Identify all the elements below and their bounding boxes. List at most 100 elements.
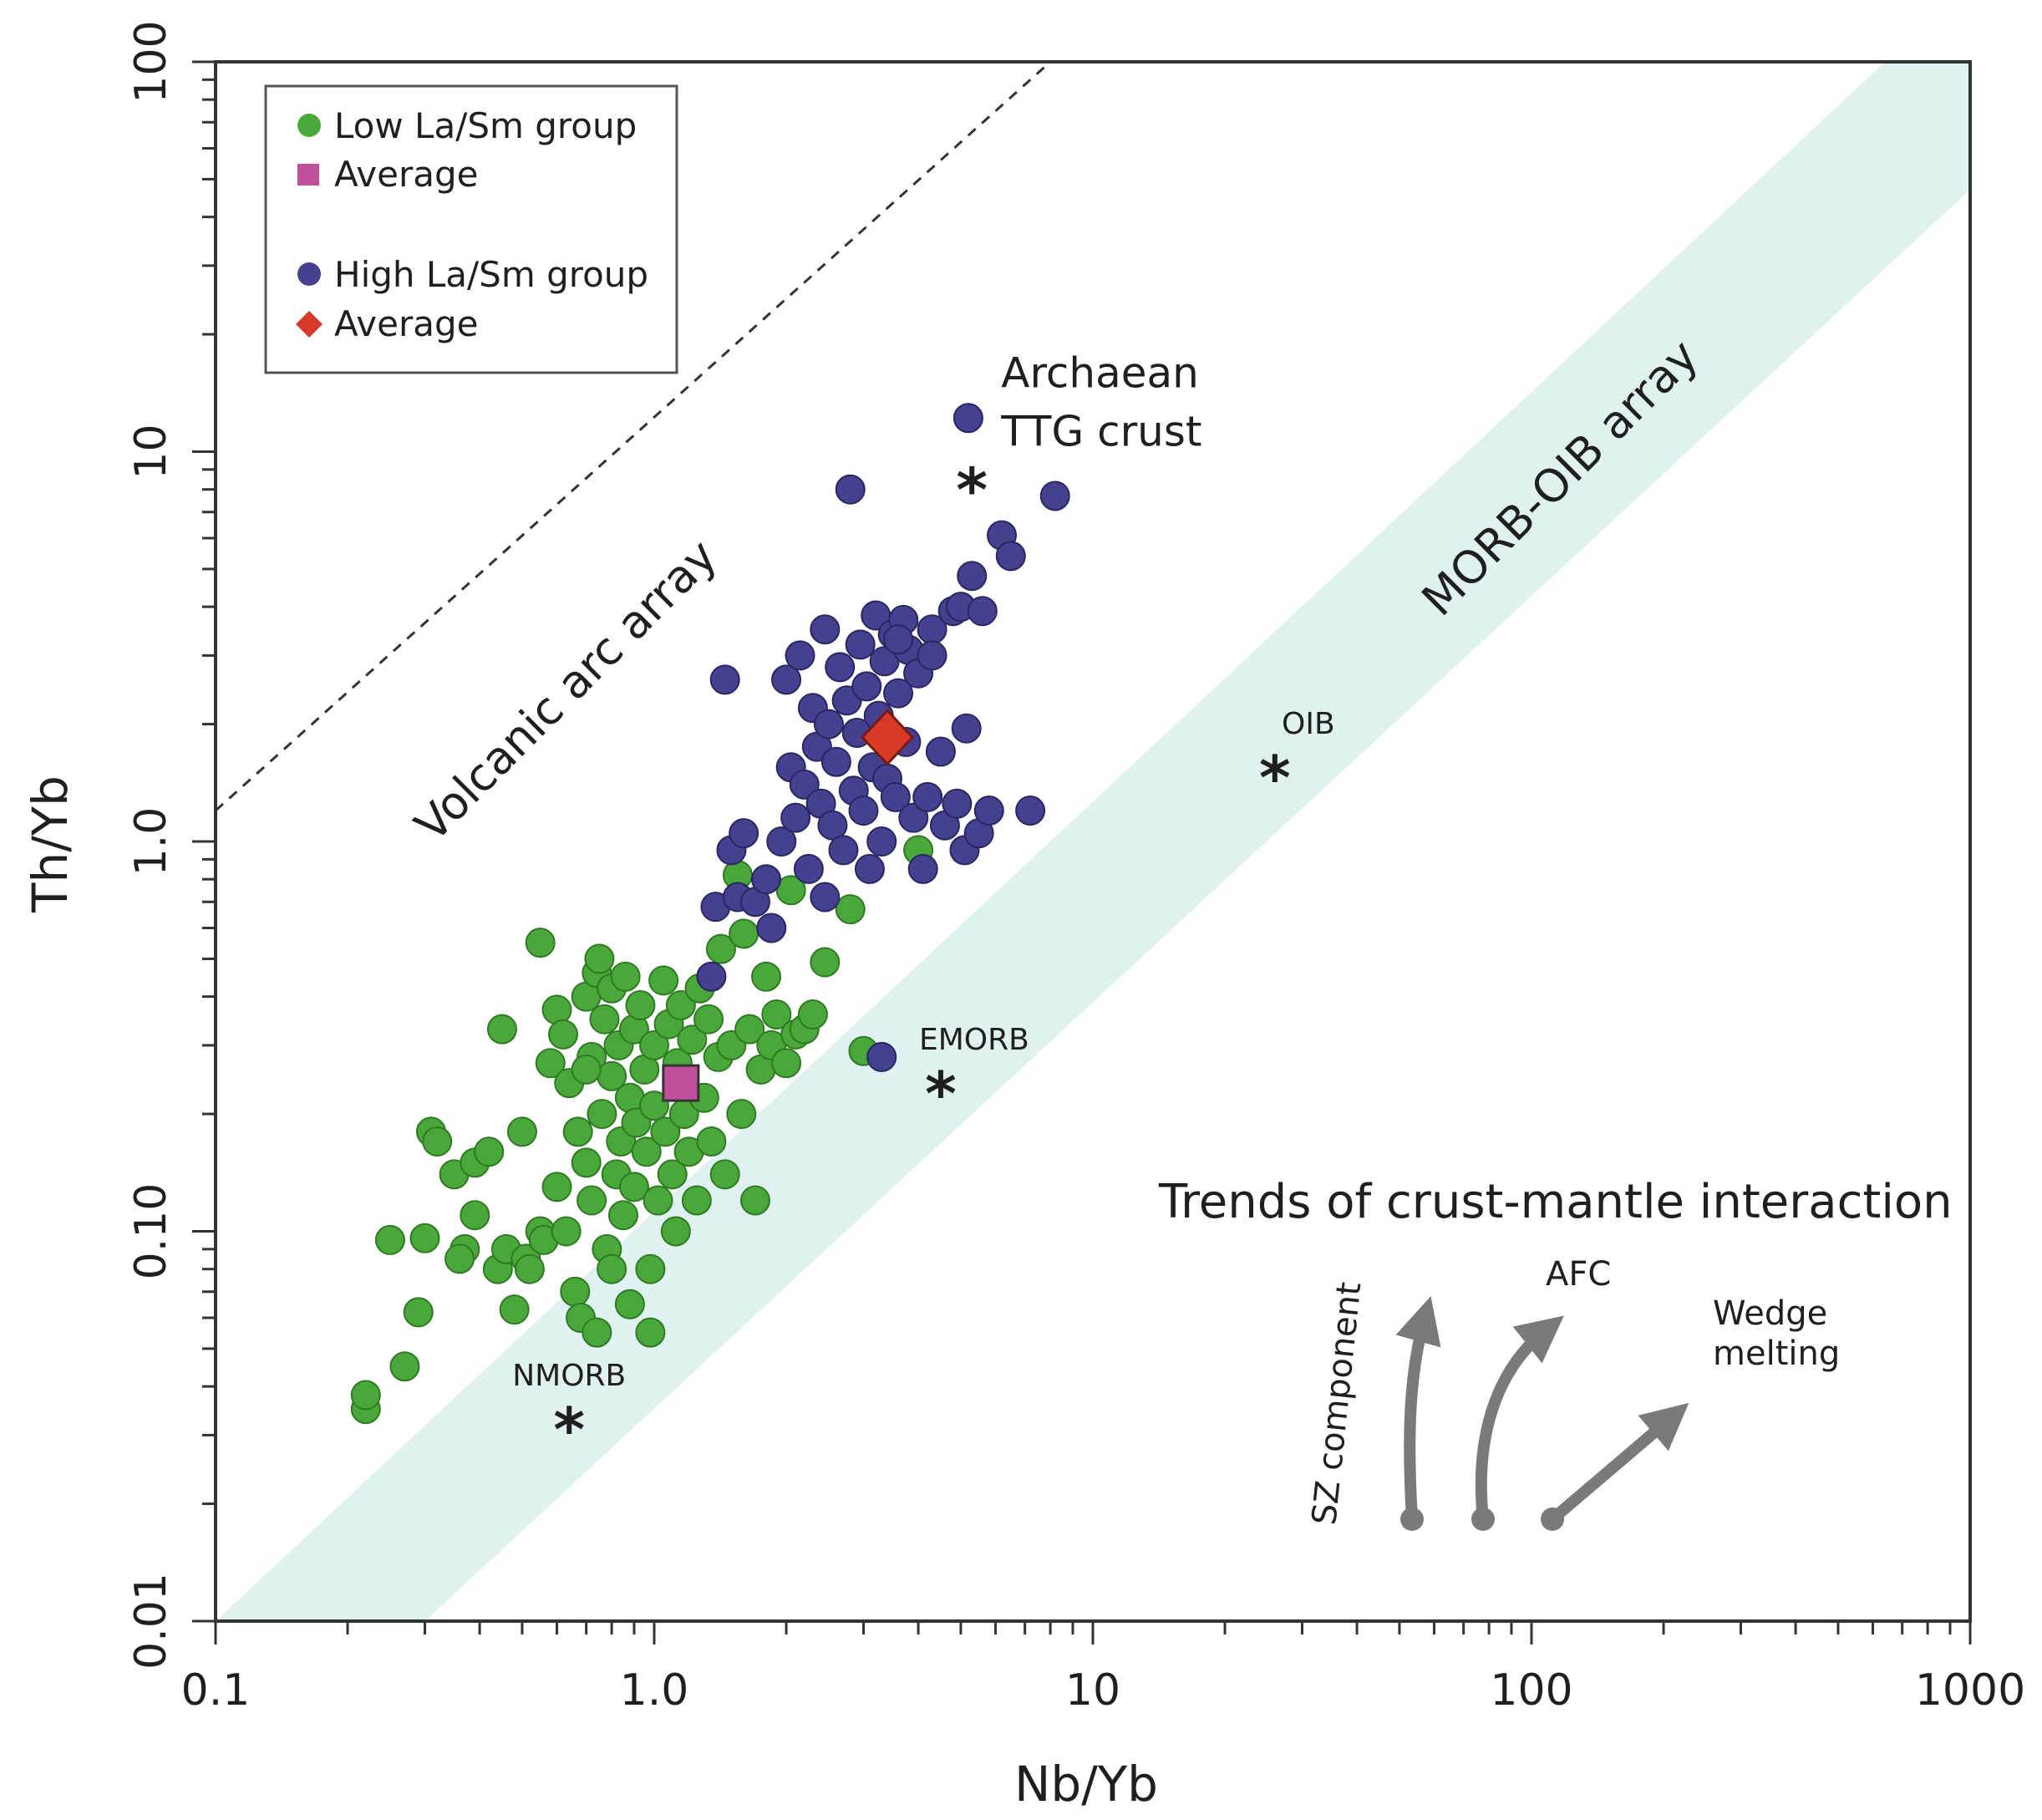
x-axis-minor-ticks [214, 1621, 1972, 1645]
high-la-sm-point [854, 853, 885, 884]
wedge-melting-origin [1541, 1507, 1564, 1531]
high-la-sm-point [810, 614, 841, 645]
sz-component-origin [1400, 1507, 1424, 1531]
low-la-sm-point [618, 1172, 649, 1202]
low-la-sm-point [677, 1024, 708, 1055]
low-la-sm-point [582, 1317, 612, 1348]
high-la-sm-point [883, 624, 914, 655]
legend-box [264, 84, 678, 374]
reference-label: NMORB [512, 1359, 626, 1393]
low-la-sm-point [499, 1294, 530, 1325]
low-la-sm-point [761, 999, 792, 1029]
low-la-sm-point [506, 1116, 537, 1147]
high-group-average-diamond [860, 709, 915, 766]
high-la-sm-point [810, 882, 841, 913]
low-la-sm-point [474, 1136, 505, 1167]
high-la-sm-point [828, 835, 859, 866]
high-la-sm-point [883, 678, 914, 709]
high-la-sm-point [951, 713, 982, 744]
high-la-sm-point [696, 961, 727, 992]
low-la-sm-point [650, 1116, 681, 1147]
low-la-sm-point [562, 1116, 593, 1147]
low-la-sm-point [571, 1054, 602, 1085]
high-la-sm-point [942, 788, 973, 819]
reference-star: * [956, 455, 988, 525]
low-la-sm-point [350, 1380, 381, 1411]
low-la-sm-point [548, 1019, 579, 1050]
low-la-sm-point [739, 1185, 770, 1216]
low-la-sm-point [709, 1159, 740, 1190]
low-la-sm-point [631, 1136, 662, 1167]
low-la-sm-point [597, 1253, 627, 1284]
reference-label: OIB [1282, 707, 1335, 741]
y-tick-label: 10 [126, 424, 176, 479]
high-la-sm-point [851, 671, 882, 702]
low-la-sm-point [584, 943, 615, 974]
low-la-sm-point [514, 1253, 545, 1284]
low-la-sm-point [681, 1185, 712, 1216]
high-la-sm-point [1015, 796, 1046, 826]
high-la-sm-point [766, 826, 797, 857]
low-la-sm-point [610, 961, 641, 992]
low-la-sm-point [409, 1223, 440, 1253]
low-la-sm-point [771, 1048, 802, 1079]
low-la-sm-point [797, 999, 828, 1029]
y-tick-label: 0.10 [126, 1183, 176, 1280]
high-la-sm-point [835, 474, 866, 505]
low-la-sm-point [560, 1276, 591, 1307]
legend-low-avg-marker [297, 164, 319, 186]
high-la-sm-point [709, 664, 740, 695]
high-la-sm-point [785, 640, 815, 671]
high-la-sm-point [756, 913, 787, 943]
y-tick-label: 1.0 [126, 807, 176, 877]
low-la-sm-point [726, 1099, 757, 1130]
volcanic-arc-array-label: Volcanic arc array [405, 530, 728, 852]
low-la-sm-point [486, 1014, 517, 1045]
low-la-sm-point [648, 965, 679, 996]
high-la-sm-point [845, 629, 876, 660]
high-la-sm-point [995, 541, 1026, 572]
x-tick-label: 0.1 [181, 1665, 251, 1716]
high-la-sm-point [1039, 480, 1070, 511]
legend-high-avg-label: Average [334, 303, 478, 344]
high-la-sm-point [866, 826, 897, 857]
low-la-sm-point [614, 1289, 645, 1319]
ttg-crust-label: TTG crust [1000, 407, 1201, 455]
low-la-sm-point [751, 961, 782, 992]
high-la-sm-point [780, 802, 811, 833]
x-axis-tick-labels: 0.1 1.0 10 100 1000 [181, 1665, 2026, 1716]
legend-low-avg-label: Average [334, 154, 478, 195]
y-axis-tick-labels: 0.01 0.10 1.0 10 100 [126, 20, 176, 1670]
low-la-sm-point [643, 1185, 673, 1216]
high-la-sm-point [729, 818, 759, 849]
high-la-sm-point [848, 796, 879, 826]
wedge-melting-label: Wedge melting [1713, 1294, 1840, 1373]
low-la-sm-point [775, 875, 806, 906]
low-la-sm-point [660, 1216, 691, 1247]
low-la-sm-point [625, 990, 656, 1021]
low-la-sm-point [374, 1224, 405, 1255]
low-la-sm-point [389, 1351, 420, 1382]
y-axis-minor-ticks [192, 60, 216, 1623]
low-la-sm-point [551, 1216, 582, 1247]
high-la-sm-point [825, 652, 856, 683]
high-la-sm-point [771, 664, 802, 695]
low-la-sm-point [571, 1147, 602, 1178]
reference-star: * [925, 1059, 957, 1129]
low-la-sm-point [541, 1172, 572, 1202]
high-la-sm-point [789, 769, 820, 800]
plot-frame [214, 60, 1972, 1623]
y-tick-label: 100 [126, 20, 176, 103]
low-la-sm-point [810, 947, 841, 978]
x-tick-label: 10 [1065, 1665, 1120, 1716]
high-la-sm-point [925, 736, 956, 767]
high-la-sm-point [866, 1041, 897, 1072]
x-tick-label: 1.0 [620, 1665, 689, 1716]
legend-high-label: High La/Sm group [334, 254, 648, 295]
high-la-sm-point [907, 853, 938, 884]
low-la-sm-point [587, 1099, 617, 1130]
high-la-sm-point [898, 802, 929, 833]
legend: Low La/Sm group Average High La/Sm group… [264, 84, 678, 374]
legend-high-avg-marker [296, 311, 323, 338]
